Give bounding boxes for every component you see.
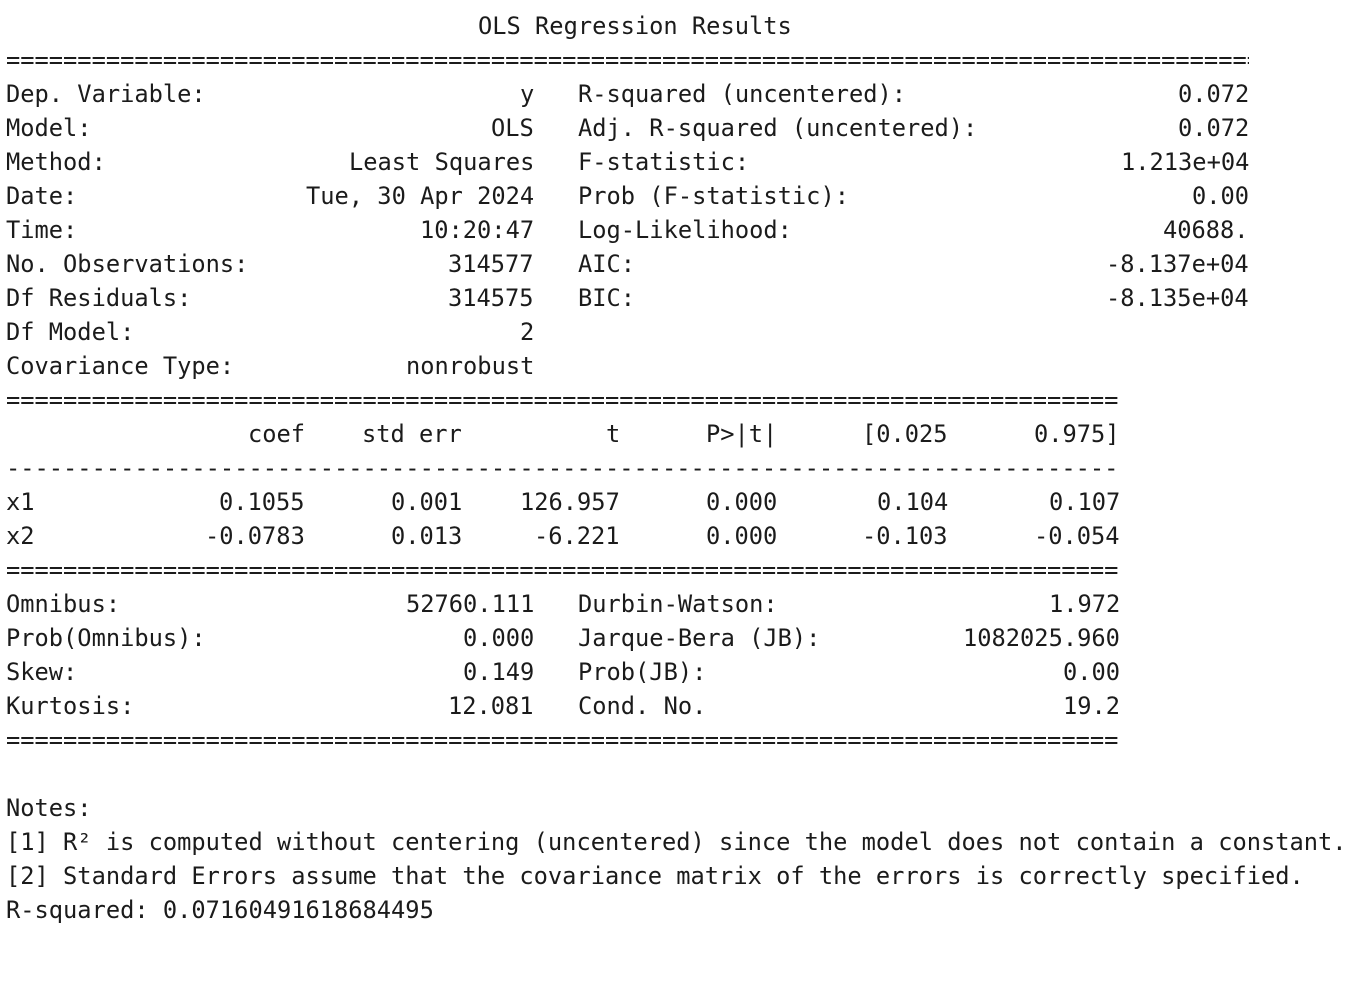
diag-left-label: Omnibus: — [6, 590, 121, 618]
summary-row: Df Model: 2 — [6, 315, 534, 349]
summary-right-value: 0.072 — [1178, 80, 1250, 108]
summary-right-value: -8.135e+04 — [1106, 284, 1249, 312]
summary-row: Time: 10:20:47 Log-Likelihood: 40688. — [6, 213, 1249, 247]
summary-left-value: 314575 — [448, 284, 534, 312]
regression-output: OLS Regression Results =================… — [6, 9, 1347, 924]
title-text: OLS Regression Results — [478, 12, 792, 40]
coef-p: 0.000 — [706, 488, 778, 516]
coef-value: 0.1055 — [219, 488, 305, 516]
summary-row: Df Residuals: 314575 BIC: -8.135e+04 — [6, 281, 1249, 315]
summary-right-value: 1.213e+04 — [1121, 148, 1250, 176]
summary-row: Model: OLS Adj. R-squared (uncentered): … — [6, 111, 1249, 145]
summary-left-label: No. Observations: — [6, 250, 249, 278]
diag-right-value: 0.00 — [1063, 658, 1121, 686]
note-line: [2] Standard Errors assume that the cova… — [6, 862, 1304, 890]
summary-left-value: Tue, 30 Apr 2024 — [306, 182, 535, 210]
summary-row: Dep. Variable: y R-squared (uncentered):… — [6, 77, 1249, 111]
diag-top-rule: ========================================… — [6, 556, 1119, 584]
summary-left-label: Date: — [6, 182, 78, 210]
summary-row: No. Observations: 314577 AIC: -8.137e+04 — [6, 247, 1249, 281]
diag-row: Skew: 0.149 Prob(JB): 0.00 — [6, 655, 1120, 689]
diag-right-label: Jarque-Bera (JB): — [578, 624, 821, 652]
diag-right-label: Prob(JB): — [578, 658, 707, 686]
summary-right-label: AIC: — [578, 250, 636, 278]
summary-left-value: 10:20:47 — [420, 216, 535, 244]
coef-header-ci-high: 0.975] — [1034, 420, 1120, 448]
summary-left-value: nonrobust — [406, 352, 535, 380]
coef-dash-rule: ----------------------------------------… — [6, 454, 1119, 482]
diag-right-value: 1.972 — [1049, 590, 1121, 618]
coef-value: -0.0783 — [205, 522, 305, 550]
diag-right-label: Cond. No. — [578, 692, 707, 720]
summary-right-label: BIC: — [578, 284, 636, 312]
notes-heading: Notes: — [6, 794, 92, 822]
diag-row: Kurtosis: 12.081 Cond. No. 19.2 — [6, 689, 1120, 723]
summary-row: Covariance Type: nonrobust — [6, 349, 534, 383]
coef-header-p: P>|t| — [706, 420, 778, 448]
summary-left-label: Covariance Type: — [6, 352, 235, 380]
coef-var-name: x2 — [6, 522, 35, 550]
coef-header-stderr: std err — [362, 420, 462, 448]
coef-ci-high: -0.054 — [1034, 522, 1120, 550]
diag-right-value: 19.2 — [1063, 692, 1121, 720]
summary-left-label: Time: — [6, 216, 78, 244]
diag-left-label: Kurtosis: — [6, 692, 135, 720]
coef-t: -6.221 — [534, 522, 620, 550]
summary-left-label: Model: — [6, 114, 92, 142]
summary-left-value: OLS — [491, 114, 534, 142]
summary-row: Method: Least Squares F-statistic: 1.213… — [6, 145, 1249, 179]
summary-right-value: -8.137e+04 — [1106, 250, 1249, 278]
summary-right-label: Adj. R-squared (uncentered): — [578, 114, 978, 142]
note-line: [1] R² is computed without centering (un… — [6, 828, 1347, 856]
coef-p: 0.000 — [706, 522, 778, 550]
diag-left-value: 12.081 — [448, 692, 534, 720]
summary-left-value: 2 — [520, 318, 535, 346]
diag-left-value: 52760.111 — [406, 590, 535, 618]
diag-left-label: Skew: — [6, 658, 78, 686]
diag-row: Prob(Omnibus): 0.000 Jarque-Bera (JB): 1… — [6, 621, 1120, 655]
diag-right-value: 1082025.960 — [963, 624, 1120, 652]
summary-right-label: F-statistic: — [578, 148, 750, 176]
coef-row: x1 0.1055 0.001 126.957 0.000 0.104 0.10… — [6, 485, 1120, 519]
diag-bottom-rule: ========================================… — [6, 726, 1119, 754]
diag-right-label: Durbin-Watson: — [578, 590, 778, 618]
results-title: OLS Regression Results — [6, 9, 792, 43]
summary-left-value: y — [520, 80, 535, 108]
coef-row: x2 -0.0783 0.013 -6.221 0.000 -0.103 -0.… — [6, 519, 1120, 553]
summary-right-label: R-squared (uncentered): — [578, 80, 907, 108]
coef-header-ci-low: [0.025 — [862, 420, 948, 448]
summary-left-label: Df Residuals: — [6, 284, 192, 312]
coef-header-t: t — [606, 420, 621, 448]
summary-right-value: 0.072 — [1178, 114, 1250, 142]
summary-right-label: Prob (F-statistic): — [578, 182, 849, 210]
diag-left-value: 0.000 — [463, 624, 535, 652]
diag-row: Omnibus: 52760.111 Durbin-Watson: 1.972 — [6, 587, 1120, 621]
coef-stderr: 0.001 — [391, 488, 463, 516]
summary-left-value: Least Squares — [349, 148, 535, 176]
coef-stderr: 0.013 — [391, 522, 463, 550]
summary-left-value: 314577 — [448, 250, 534, 278]
summary-left-label: Method: — [6, 148, 106, 176]
top-rule: ========================================… — [6, 46, 1249, 74]
summary-left-label: Dep. Variable: — [6, 80, 206, 108]
coef-var-name: x1 — [6, 488, 35, 516]
diag-left-label: Prob(Omnibus): — [6, 624, 206, 652]
coef-ci-low: 0.104 — [877, 488, 949, 516]
diag-left-value: 0.149 — [463, 658, 535, 686]
coef-header-row: coef std err t P>|t| [0.025 0.975] — [6, 417, 1120, 451]
r-squared-output: R-squared: 0.07160491618684495 — [6, 896, 434, 924]
summary-row: Date: Tue, 30 Apr 2024 Prob (F-statistic… — [6, 179, 1249, 213]
coef-header-coef: coef — [248, 420, 306, 448]
coef-ci-low: -0.103 — [862, 522, 948, 550]
summary-right-value: 40688. — [1163, 216, 1249, 244]
coef-ci-high: 0.107 — [1049, 488, 1121, 516]
coef-top-rule: ========================================… — [6, 386, 1119, 414]
summary-right-label: Log-Likelihood: — [578, 216, 792, 244]
coef-t: 126.957 — [520, 488, 620, 516]
summary-left-label: Df Model: — [6, 318, 135, 346]
summary-right-value: 0.00 — [1192, 182, 1250, 210]
